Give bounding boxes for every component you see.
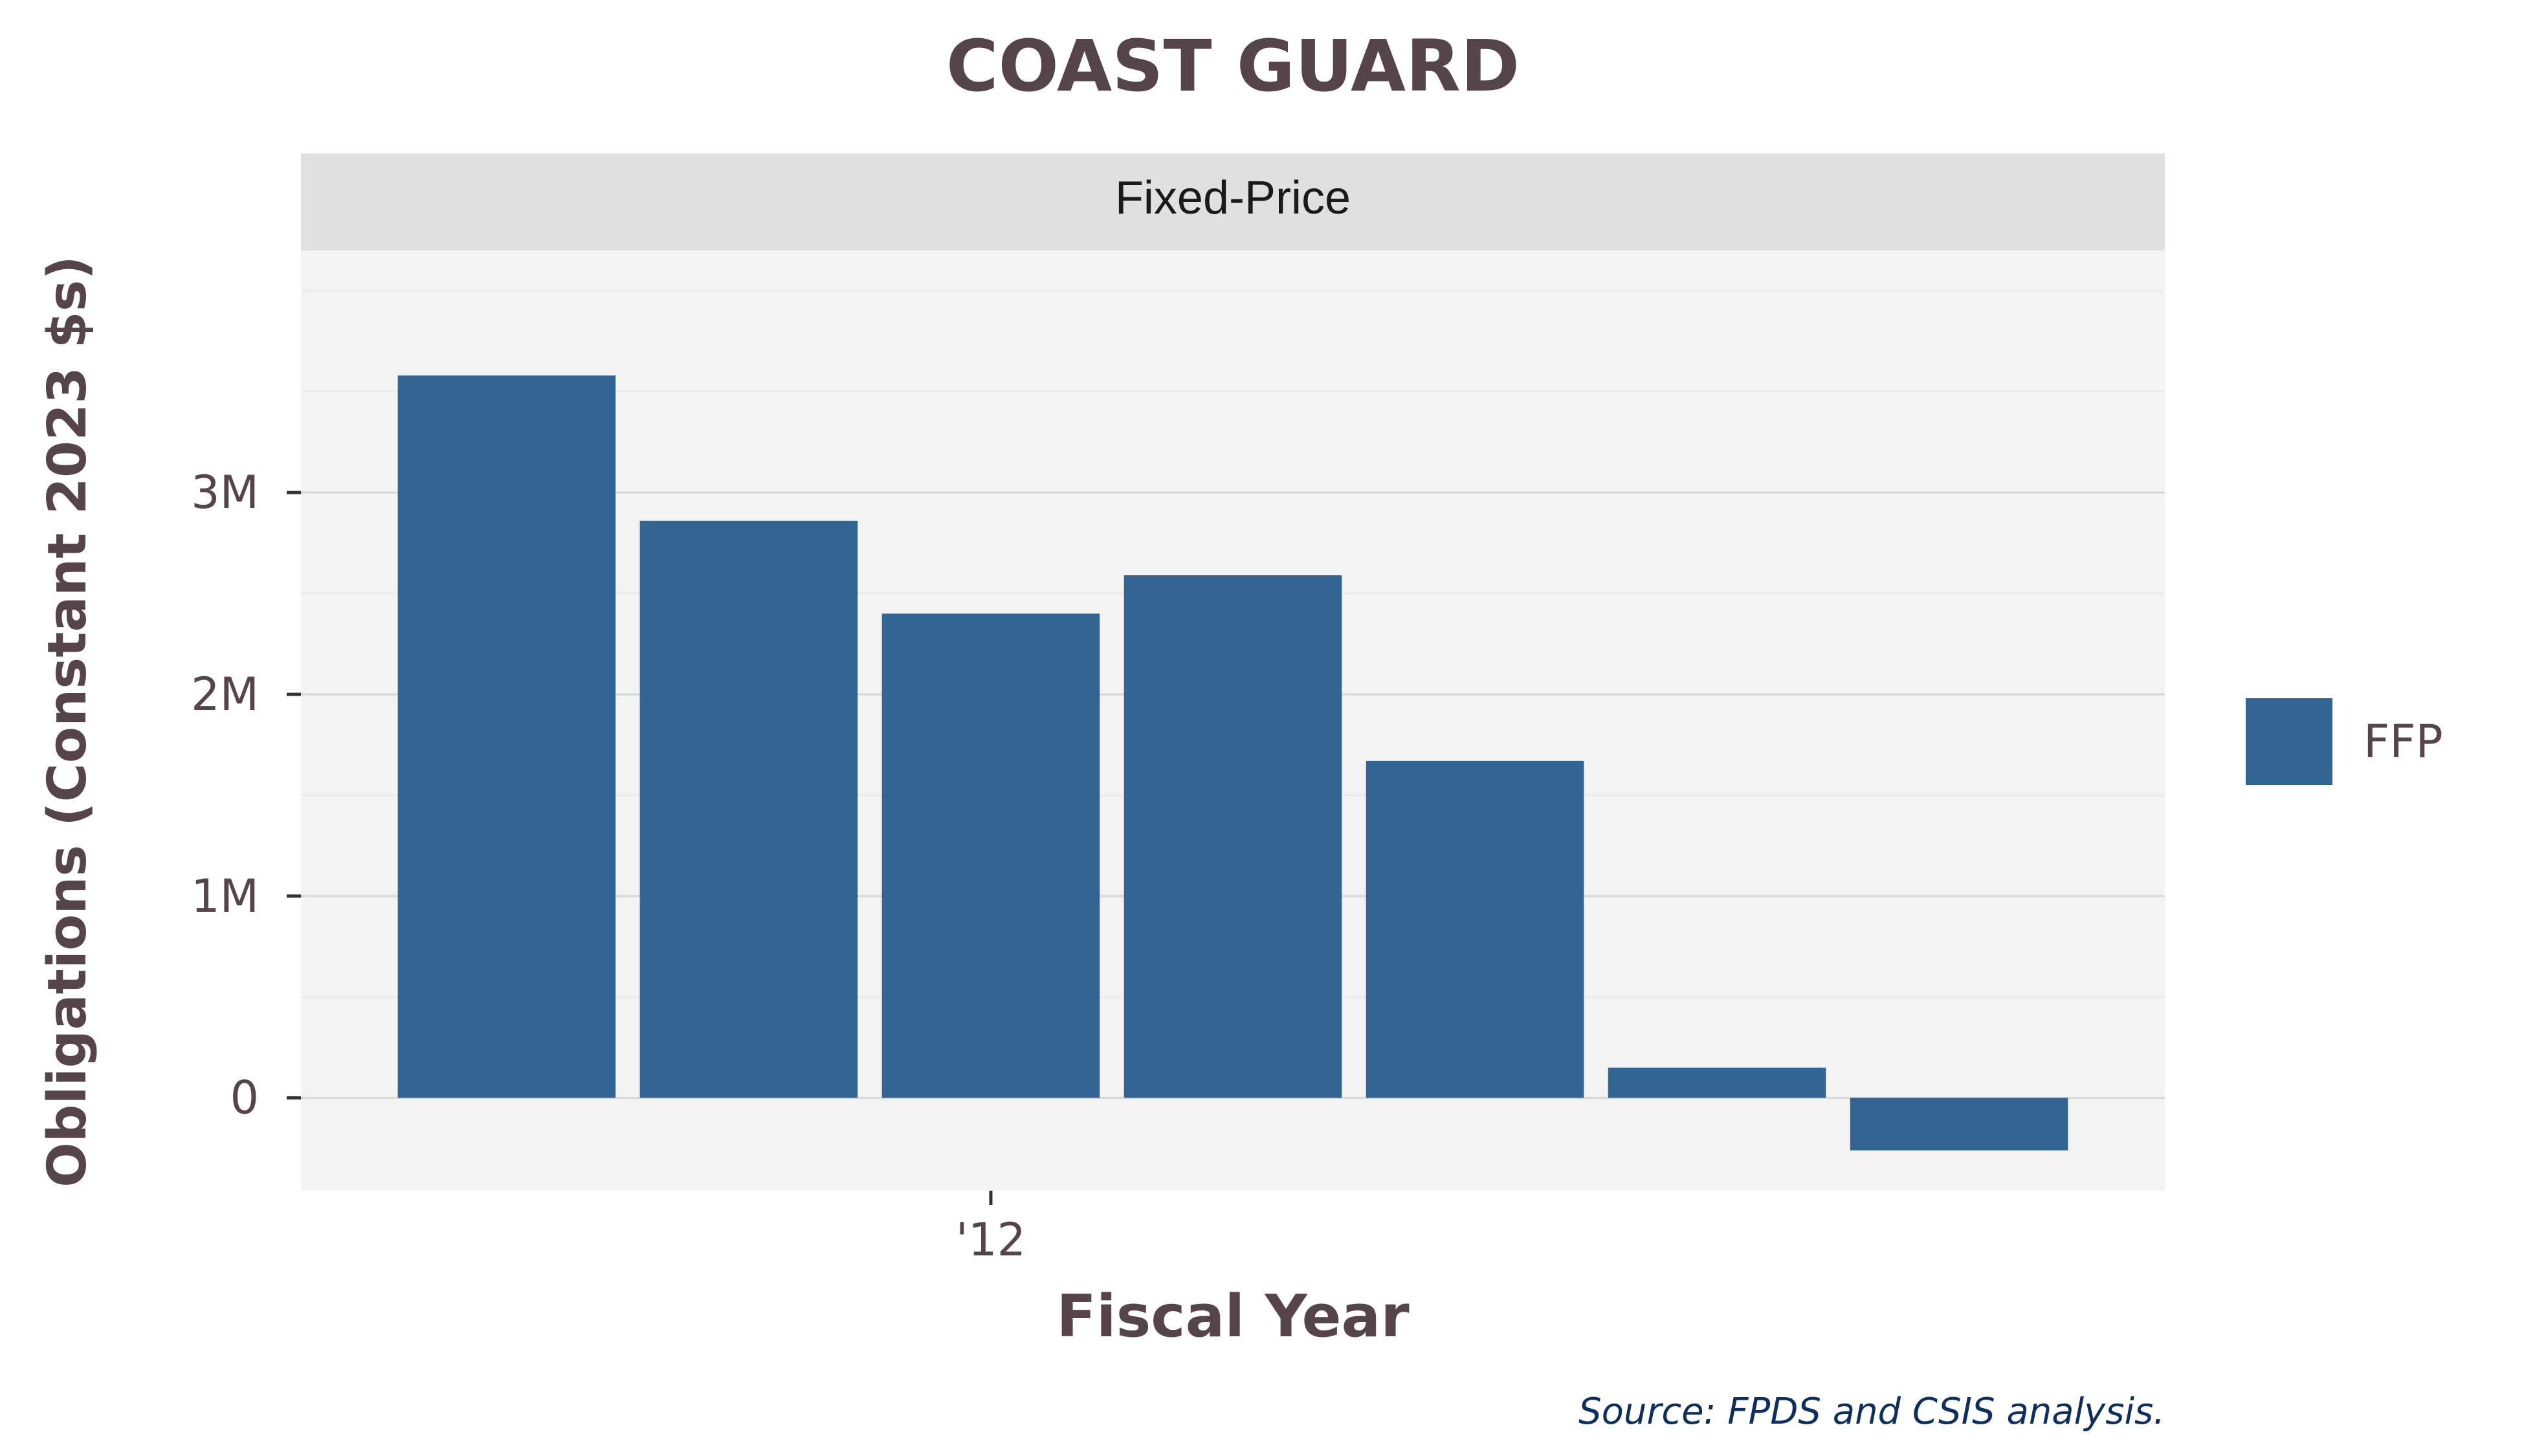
legend-swatch-ffp (2243, 696, 2335, 788)
bar-ffp-3 (881, 613, 1100, 1098)
y-axis: 0 1M 2M 3M (191, 466, 301, 1125)
bar-ffp-1 (397, 375, 616, 1098)
chart-title: COAST GUARD (946, 25, 1520, 107)
x-axis-title: Fiscal Year (1056, 1283, 1410, 1351)
y-tick-label: 0 (230, 1072, 259, 1125)
facet-strip (301, 153, 2165, 250)
x-axis: '12 (956, 1191, 1026, 1266)
bars-group (397, 375, 2068, 1151)
facet-strip-label: Fixed-Price (1115, 172, 1351, 224)
legend-label-ffp: FFP (2363, 715, 2443, 768)
bar-ffp-2 (639, 520, 858, 1098)
bar-ffp-7 (1850, 1098, 2068, 1151)
y-tick-label: 2M (191, 668, 259, 721)
bar-ffp-5 (1366, 760, 1584, 1098)
bar-ffp-4 (1124, 575, 1342, 1098)
y-axis-title: Obligations (Constant 2023 $s) (37, 256, 98, 1187)
bar-ffp-6 (1608, 1067, 1826, 1098)
legend: FFP (2243, 696, 2443, 788)
x-tick-label: '12 (956, 1213, 1026, 1266)
y-tick-label: 3M (191, 466, 259, 519)
source-note: Source: FPDS and CSIS analysis. (1578, 1391, 2165, 1433)
y-tick-label: 1M (191, 870, 259, 923)
